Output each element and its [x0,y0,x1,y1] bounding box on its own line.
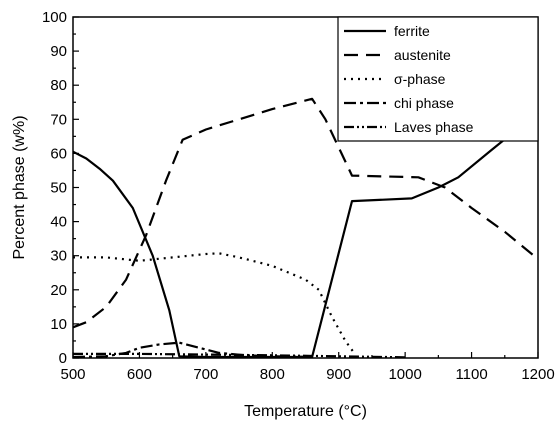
y-tick-label: 90 [50,43,67,60]
y-tick-label: 40 [50,214,67,231]
series-line-1 [72,97,539,329]
y-tick-label: 60 [50,145,67,162]
x-tick-label: 700 [193,366,218,383]
y-tick-label: 50 [50,180,67,197]
y-tick-label: 30 [50,248,67,265]
x-tick-label: 1000 [388,366,421,383]
y-tick-label: 0 [59,350,67,367]
y-tick-label: 100 [42,9,67,26]
series-line-0 [72,111,539,359]
legend: ferrite austenite σ-phase chi phase Laves ph… [337,16,539,142]
legend-label: σ-phase [394,71,446,87]
x-tick-label: 1100 [455,366,487,383]
x-tick-label: 800 [260,366,285,383]
x-tick-label: 900 [326,366,351,383]
legend-label: chi phase [394,95,454,111]
legend-label: austenite [394,47,451,63]
legend-label: Laves phase [394,119,474,135]
y-tick-label: 70 [50,111,67,128]
x-tick-label: 600 [127,366,152,383]
legend-box [337,16,539,142]
y-tick-label: 80 [50,77,67,94]
y-tick-label: 10 [50,316,67,333]
y-axis-title: Percent phase (w%) [11,115,28,259]
y-tick-label: 20 [50,282,67,299]
legend-label: ferrite [394,23,430,39]
series-line-4 [73,352,406,359]
x-tick-label: 1200 [521,366,554,383]
x-tick-label: 500 [60,366,85,383]
series-line-2 [73,252,357,356]
x-axis-title: Temperature (°C) [244,403,367,420]
